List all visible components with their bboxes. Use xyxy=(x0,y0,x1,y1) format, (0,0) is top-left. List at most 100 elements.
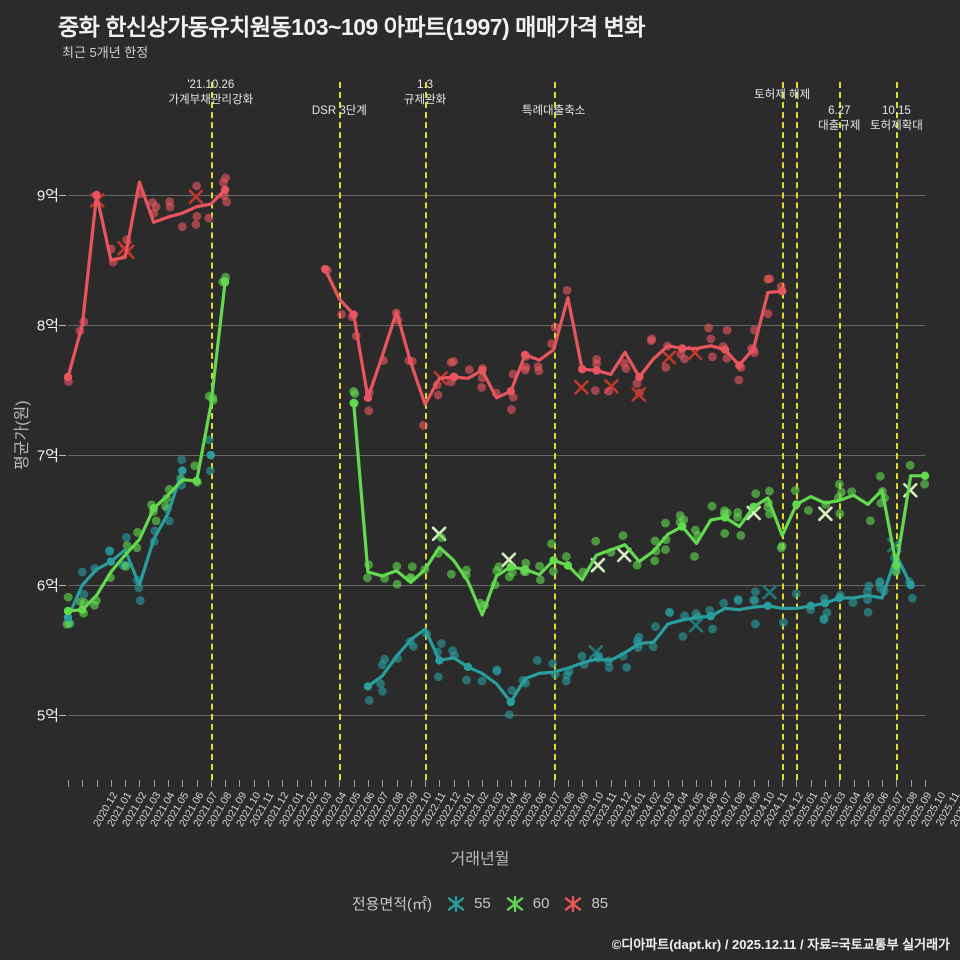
x-tick-mark xyxy=(282,780,284,787)
x-tick-mark xyxy=(410,780,412,787)
y-tick-label: 7억 xyxy=(36,447,59,465)
series-line-85[interactable] xyxy=(63,180,787,406)
footer-credit: ©디아파트(dapt.kr) / 2025.12.11 / 자료=국토교통부 실… xyxy=(611,937,950,952)
scatter-point xyxy=(691,525,700,535)
series-vertex-point xyxy=(777,287,787,296)
series-vertex-point xyxy=(506,562,515,571)
scatter-point xyxy=(437,639,446,648)
scatter-point xyxy=(492,665,502,675)
series-vertex-point xyxy=(706,612,715,621)
scatter-point xyxy=(446,569,456,579)
x-tick-mark xyxy=(367,780,369,787)
series-vertex-point xyxy=(63,372,73,382)
scatter-point xyxy=(122,532,131,542)
x-tick-mark xyxy=(867,780,869,787)
scatter-point xyxy=(848,598,858,608)
scatter-point xyxy=(632,379,642,389)
scatter-point xyxy=(521,558,531,568)
x-tick-mark xyxy=(253,780,255,787)
scatter-point xyxy=(507,686,517,695)
scatter-point xyxy=(449,357,459,366)
x-tick-mark xyxy=(767,780,769,787)
x-tick-mark xyxy=(439,780,441,787)
scatter-point xyxy=(494,562,504,572)
outlier-marker xyxy=(688,618,704,633)
x-tick-mark xyxy=(167,780,169,787)
x-tick-mark xyxy=(96,780,98,787)
x-tick-mark xyxy=(710,780,712,787)
outlier-marker xyxy=(661,350,677,365)
series-vertex-point xyxy=(906,580,915,590)
series-vertex-point xyxy=(63,613,73,622)
scatter-point xyxy=(534,366,544,376)
scatter-point xyxy=(535,561,544,571)
x-tick-mark xyxy=(667,780,669,787)
chart-legend: 전용면적(㎡) 55 60 85 xyxy=(0,893,960,914)
series-vertex-point xyxy=(435,656,444,665)
scatter-point xyxy=(77,567,87,577)
scatter-point xyxy=(177,455,187,465)
scatter-point xyxy=(477,676,487,686)
x-tick-mark xyxy=(596,780,598,787)
scatter-point xyxy=(750,595,760,605)
x-tick-mark xyxy=(625,780,627,787)
outlier-marker xyxy=(746,505,762,521)
scatter-point xyxy=(791,589,801,599)
x-tick-mark xyxy=(810,780,812,787)
series-vertex-point xyxy=(363,393,373,402)
scatter-point xyxy=(532,656,542,665)
scatter-point xyxy=(592,354,602,364)
series-vertex-point xyxy=(749,502,758,512)
x-tick-mark xyxy=(110,780,112,787)
star-marker-icon xyxy=(447,895,465,912)
series-vertex-point xyxy=(92,190,101,200)
scatter-point xyxy=(177,222,187,232)
outlier-marker xyxy=(631,387,646,402)
scatter-point xyxy=(675,511,685,520)
x-tick-mark xyxy=(696,780,698,787)
series-line-55[interactable] xyxy=(63,450,915,707)
scatter-point xyxy=(151,516,161,526)
scatter-point xyxy=(905,460,915,470)
x-tick-mark xyxy=(653,780,655,787)
series-vertex-point xyxy=(735,361,744,370)
series-vertex-point xyxy=(320,264,330,274)
scatter-point xyxy=(720,506,729,516)
scatter-point xyxy=(704,323,713,333)
scatter-point xyxy=(650,536,660,546)
series-vertex-point xyxy=(920,471,930,480)
series-vertex-point xyxy=(149,504,158,513)
x-tick-mark xyxy=(539,780,541,787)
scatter-point xyxy=(161,501,170,511)
x-tick-mark xyxy=(467,780,469,787)
scatter-point xyxy=(364,406,374,416)
scatter-point xyxy=(708,624,718,634)
x-tick-mark xyxy=(339,780,341,787)
legend-item-55[interactable]: 55 xyxy=(445,895,491,913)
x-tick-mark xyxy=(796,780,798,787)
series-vertex-point xyxy=(63,606,73,616)
scatter-point xyxy=(407,562,417,572)
series-vertex-point xyxy=(520,565,530,574)
scatter-point xyxy=(337,310,346,319)
series-line-60[interactable] xyxy=(63,277,930,617)
star-marker-icon xyxy=(506,895,523,912)
x-tick-mark xyxy=(839,780,841,787)
legend-item-85[interactable]: 85 xyxy=(562,895,608,913)
series-vertex-point xyxy=(763,601,773,610)
scatter-point xyxy=(376,679,385,689)
x-tick-mark xyxy=(610,780,612,787)
page-title: 중화 한신상가동유치원동103~109 아파트(1997) 매매가격 변화 xyxy=(58,14,645,40)
scatter-point xyxy=(661,545,670,555)
y-tick-mark xyxy=(59,585,66,586)
scatter-point xyxy=(151,202,161,212)
legend-item-60[interactable]: 60 xyxy=(504,895,549,913)
scatter-point xyxy=(875,576,885,586)
scatter-point xyxy=(604,386,614,396)
event-marker-line xyxy=(796,82,799,780)
scatter-point xyxy=(647,334,657,344)
scatter-point xyxy=(507,405,516,414)
series-vertex-point xyxy=(549,556,558,565)
scatter-point xyxy=(650,556,660,566)
series-vertex-point xyxy=(820,599,830,608)
